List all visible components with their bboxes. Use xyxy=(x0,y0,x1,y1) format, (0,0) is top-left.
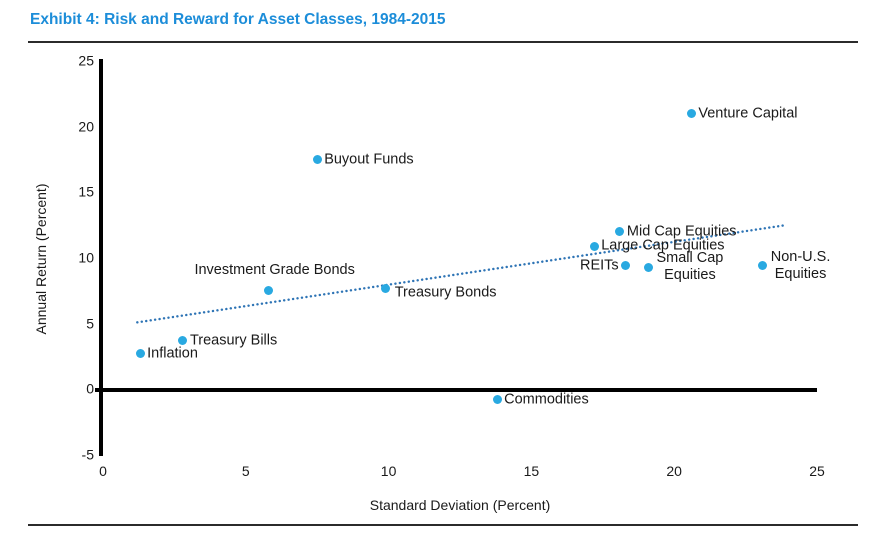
data-point xyxy=(758,261,768,271)
data-point xyxy=(643,262,653,272)
x-axis-title: Standard Deviation (Percent) xyxy=(369,497,551,513)
bottom-divider xyxy=(28,524,858,526)
point-label: Commodities xyxy=(504,391,589,408)
point-label: Treasury Bills xyxy=(189,332,278,349)
exhibit-title: Exhibit 4: Risk and Reward for Asset Cla… xyxy=(30,11,446,28)
x-axis xyxy=(95,388,817,392)
point-label: Investment Grade Bonds xyxy=(194,261,355,278)
data-point xyxy=(312,155,322,164)
x-tick-label: 10 xyxy=(380,463,397,479)
data-point xyxy=(492,395,502,405)
data-point xyxy=(135,349,145,359)
y-tick-label: 5 xyxy=(86,315,94,332)
y-tick-label: 15 xyxy=(78,183,94,200)
data-point xyxy=(381,283,391,293)
title-divider xyxy=(28,41,858,43)
x-tick-label: 5 xyxy=(241,463,250,479)
point-label: Large Cap Equities xyxy=(601,237,725,254)
y-tick-label: 20 xyxy=(78,118,94,135)
point-label: Inflation xyxy=(147,345,198,362)
point-label: Mid Cap Equities xyxy=(626,223,737,240)
point-label: Non-U.S. Equities xyxy=(770,248,831,282)
x-tick-label: 0 xyxy=(99,463,107,479)
y-tick-label: -5 xyxy=(81,446,94,463)
point-label: Treasury Bonds xyxy=(394,284,497,301)
x-tick-label: 20 xyxy=(666,463,682,479)
x-tick-label: 15 xyxy=(523,463,540,479)
data-point xyxy=(589,241,599,251)
y-tick-label: 10 xyxy=(78,249,94,266)
data-point xyxy=(621,261,631,271)
y-axis xyxy=(99,59,103,456)
x-tick-label: 25 xyxy=(809,463,825,479)
point-label: Buyout Funds xyxy=(324,151,414,167)
point-label: REITs xyxy=(579,257,619,274)
y-tick-label: 0 xyxy=(86,380,94,397)
data-point xyxy=(264,286,274,296)
data-point xyxy=(615,227,625,237)
point-label: Venture Capital xyxy=(698,105,798,122)
data-point xyxy=(686,109,696,119)
y-tick-label: 25 xyxy=(78,52,94,69)
point-label: Small Cap Equities xyxy=(656,250,724,284)
data-point xyxy=(178,336,188,346)
